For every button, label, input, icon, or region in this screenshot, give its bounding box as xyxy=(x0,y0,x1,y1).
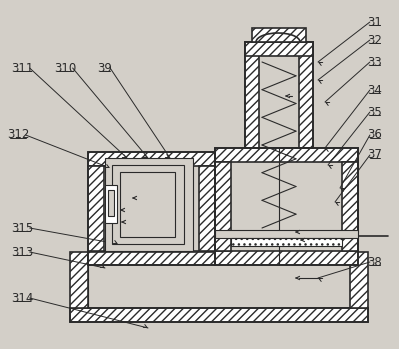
Text: 35: 35 xyxy=(367,105,382,119)
Bar xyxy=(259,56,299,148)
Text: 37: 37 xyxy=(367,149,382,162)
Bar xyxy=(231,238,342,246)
Bar xyxy=(215,148,358,162)
Bar xyxy=(112,165,184,244)
Bar xyxy=(231,162,342,251)
Text: 310: 310 xyxy=(54,61,76,74)
Text: 313: 313 xyxy=(11,245,33,259)
Bar xyxy=(199,166,215,251)
Bar xyxy=(88,166,104,251)
Bar xyxy=(215,251,358,265)
Bar xyxy=(70,252,88,308)
Bar xyxy=(88,252,350,308)
Text: 311: 311 xyxy=(11,61,33,74)
Bar xyxy=(88,152,215,166)
Text: 315: 315 xyxy=(11,222,33,235)
Bar xyxy=(120,172,175,237)
Bar xyxy=(215,148,358,265)
Bar xyxy=(105,158,193,251)
Bar xyxy=(252,28,306,42)
Bar xyxy=(70,308,368,322)
Bar xyxy=(104,166,199,251)
Bar xyxy=(215,230,358,238)
Text: 38: 38 xyxy=(367,255,382,268)
Bar xyxy=(245,42,313,148)
Text: 312: 312 xyxy=(7,128,29,141)
Bar xyxy=(105,185,117,223)
Bar xyxy=(215,162,231,251)
Bar xyxy=(88,152,215,265)
Text: 33: 33 xyxy=(367,55,382,68)
Bar xyxy=(299,42,313,148)
Bar xyxy=(245,42,259,148)
Text: 36: 36 xyxy=(367,128,382,141)
Text: 31: 31 xyxy=(367,15,382,29)
Text: 32: 32 xyxy=(367,34,382,46)
Bar xyxy=(245,42,313,56)
Bar xyxy=(88,251,215,265)
Bar xyxy=(342,162,358,251)
Text: 314: 314 xyxy=(11,291,33,304)
Text: 34: 34 xyxy=(367,83,382,97)
Text: 39: 39 xyxy=(98,61,113,74)
Bar xyxy=(350,252,368,308)
Bar xyxy=(108,190,114,216)
